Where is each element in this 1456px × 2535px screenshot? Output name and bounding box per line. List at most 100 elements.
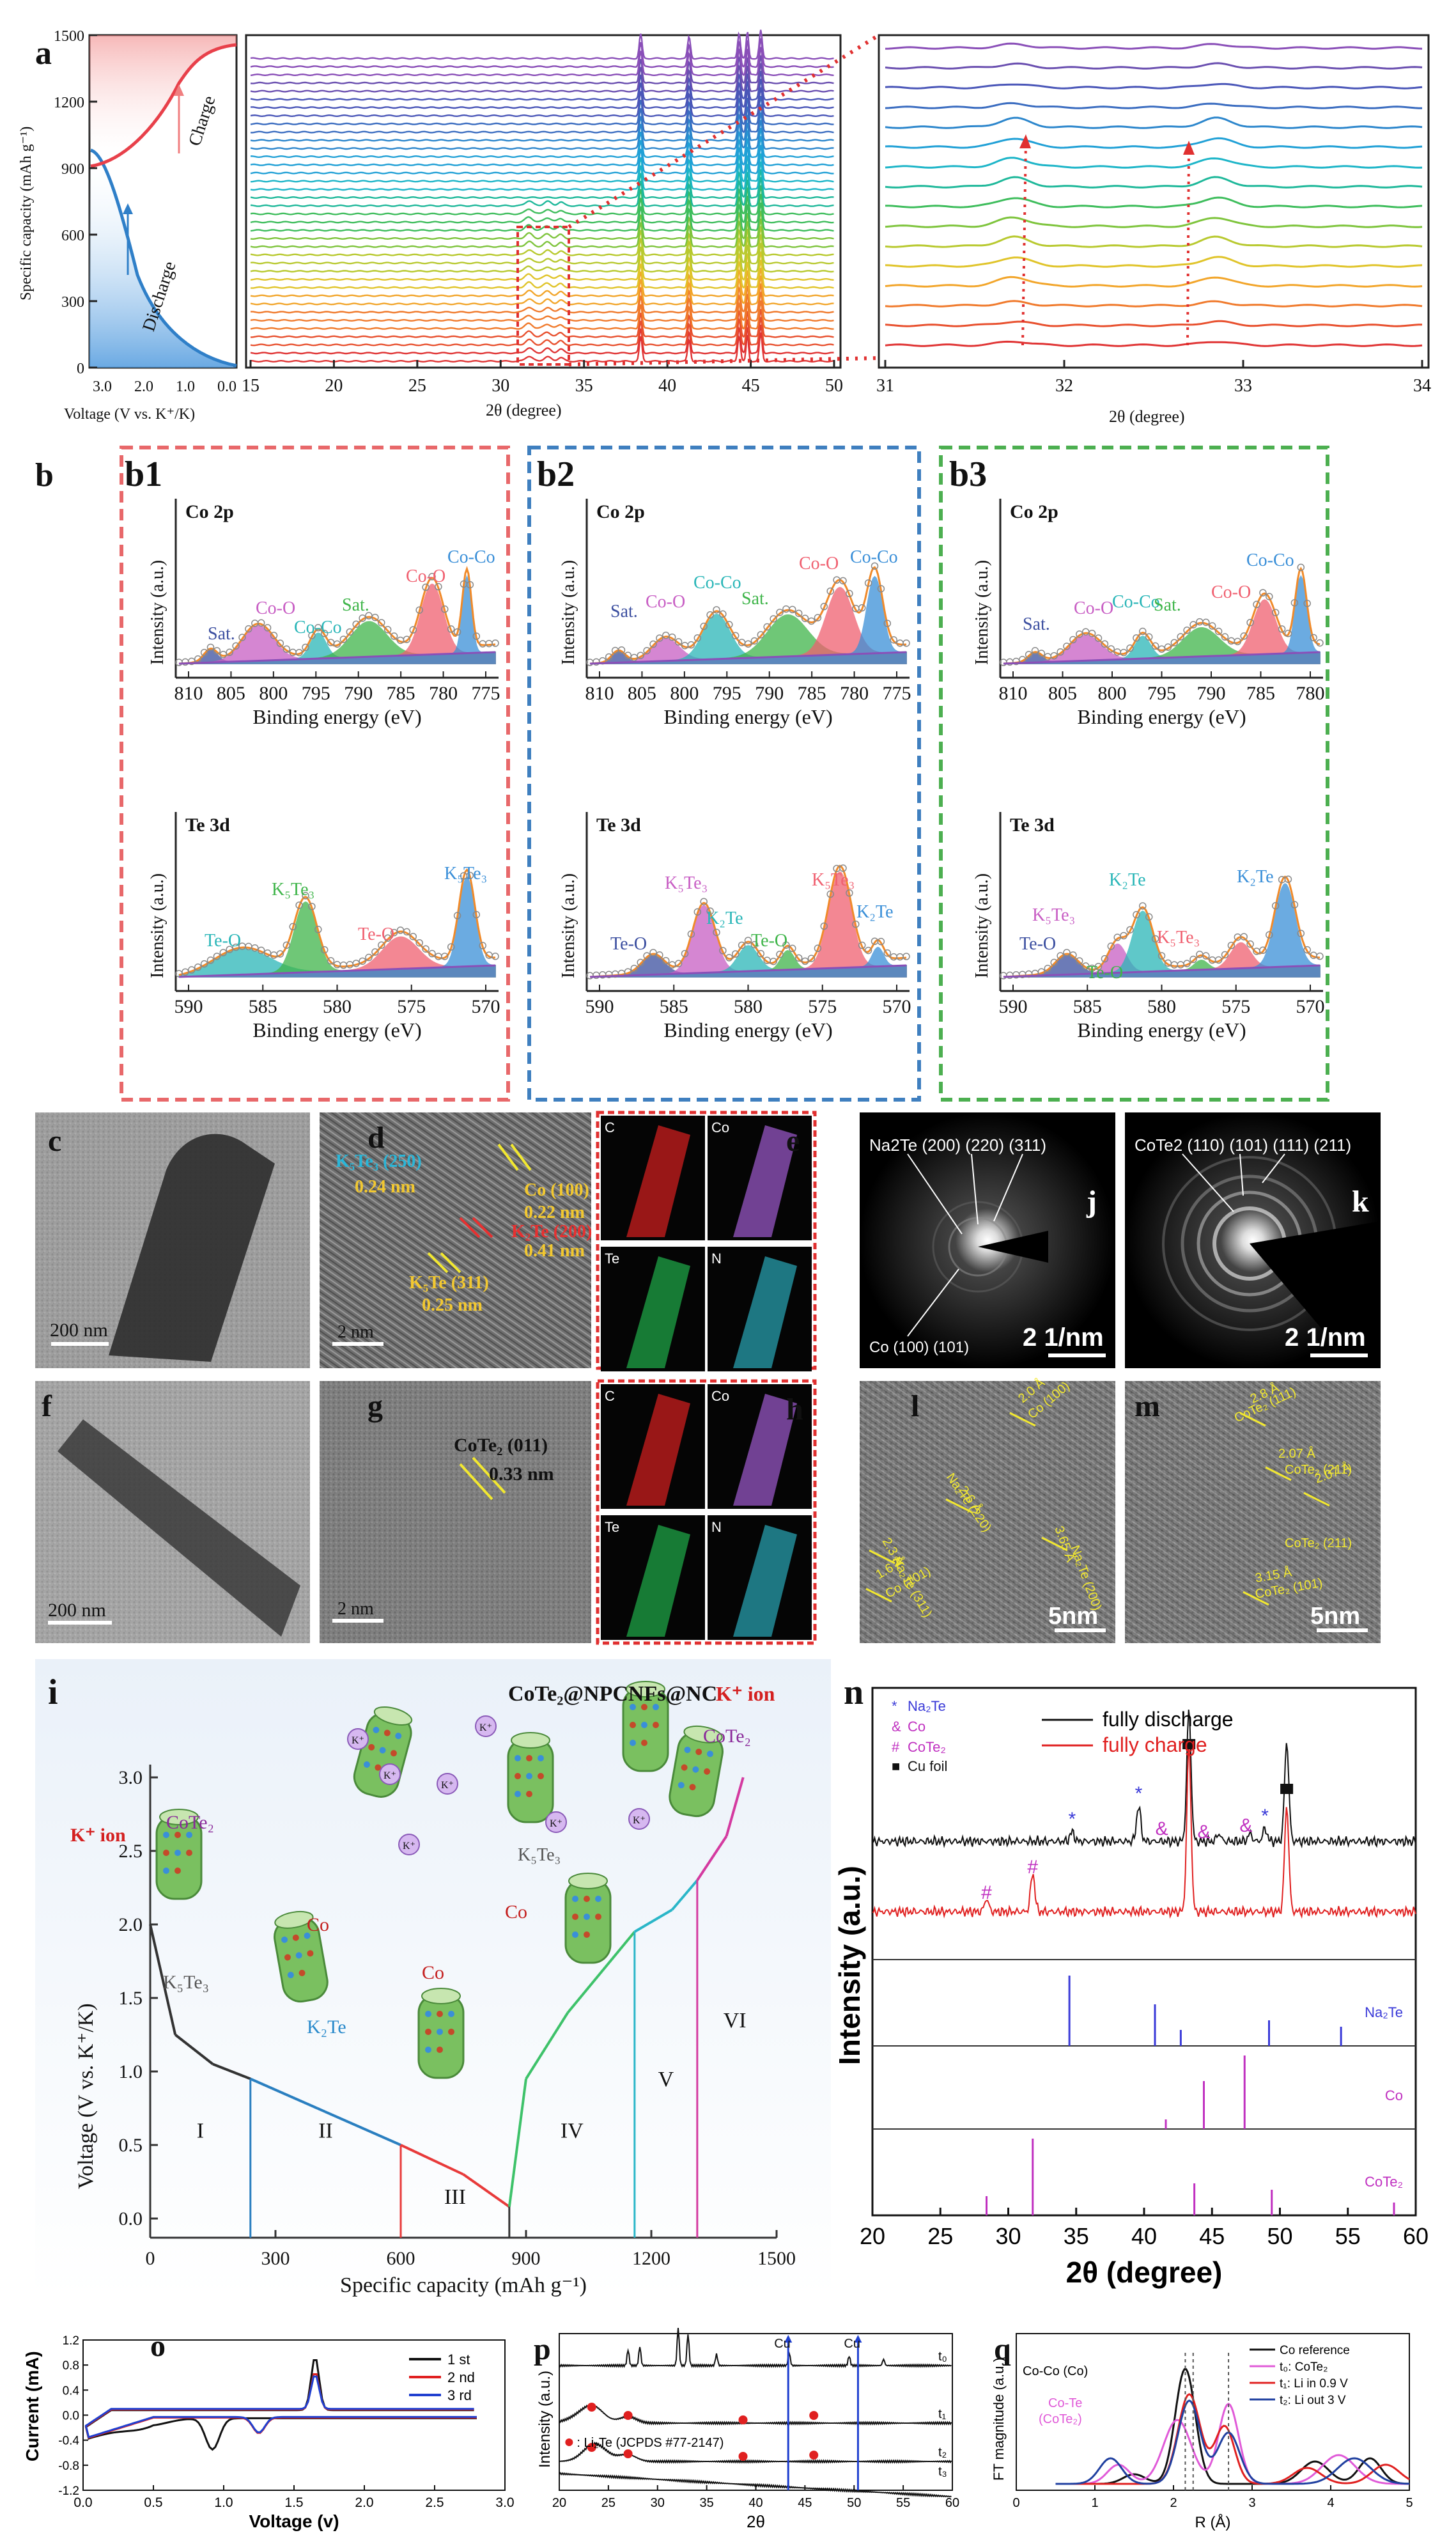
xps-xlabel: Binding energy (eV) — [1077, 1018, 1246, 1041]
a-xrd-trace — [250, 29, 834, 60]
xps-data-point — [466, 871, 474, 880]
i-nanotube — [564, 1873, 612, 1964]
lattice-line — [1041, 1536, 1068, 1552]
xps-data-point — [213, 647, 221, 655]
xps-data-point — [1259, 589, 1267, 597]
xps-peak-label: Sat. — [1023, 614, 1050, 634]
i-nanotube — [669, 1725, 724, 1818]
xps-envelope — [589, 864, 907, 978]
eds-map-label: Co — [711, 1119, 729, 1135]
xps-data-point — [617, 646, 626, 654]
xps-data-point — [807, 955, 816, 962]
xps-data-point — [725, 621, 733, 628]
i-tube-particle — [630, 1722, 636, 1728]
xps-data-point — [1145, 633, 1153, 641]
xps-data-point — [283, 645, 291, 653]
a-xrd-trace — [250, 283, 834, 314]
xps-title: Co 2p — [185, 501, 234, 522]
i-tube-particle — [678, 1782, 685, 1789]
xps-peak-label: Co-O — [256, 598, 295, 618]
i-tube-particle — [395, 1733, 402, 1740]
i-tube-particle — [390, 1750, 397, 1757]
p-li2te-dot — [587, 2403, 596, 2412]
n-legend-symbol: & — [892, 1719, 901, 1735]
xps-data-point — [1214, 956, 1223, 964]
panel-label-d: d — [368, 1121, 385, 1155]
xps-data-point — [302, 892, 309, 900]
xps-data-point — [333, 640, 341, 648]
i-tube-end — [568, 1873, 608, 1889]
xps-tick-label: 795 — [302, 683, 330, 704]
a-zoom-box — [516, 226, 570, 366]
i-charge-segment — [696, 1835, 728, 1882]
i-tube-particle — [641, 1740, 647, 1746]
xps-data-point — [226, 648, 233, 657]
xps-plot-b3: Te 3d Intensity (a.u.) 590 585 580 575 570 Bind… — [972, 812, 1325, 1041]
q-trace — [1055, 2399, 1409, 2485]
xps-title: Te 3d — [596, 815, 641, 836]
panel-label-o: o — [150, 2329, 166, 2363]
a-xrd-trace — [250, 47, 834, 77]
o-legend-label: 2 nd — [447, 2369, 475, 2385]
a-xrd-trace — [250, 308, 834, 338]
lattice-line — [865, 1587, 892, 1603]
d-lattice-label: K₅Te (311) — [409, 1273, 489, 1293]
xps-peak-label: Sat. — [208, 624, 235, 644]
xps-data-point — [630, 653, 639, 662]
xps-xlabel: Binding energy (eV) — [663, 1018, 832, 1041]
p-ylabel: Intensity (a.u.) — [536, 2371, 554, 2468]
xps-data-point — [295, 901, 303, 909]
xps-data-point — [270, 632, 278, 639]
a-charge-arrowhead — [174, 84, 184, 96]
lattice-line — [1239, 1412, 1266, 1427]
a-zoom-trace — [885, 340, 1423, 347]
a-zoom-traces — [885, 42, 1423, 347]
xps-data-point — [479, 942, 486, 949]
xps-data-point — [776, 609, 784, 616]
q-frame — [1016, 2333, 1410, 2491]
i-co-label-3: Co — [422, 1962, 444, 1983]
i-tube-particle — [706, 1751, 713, 1758]
xps-peak-label: Te-O — [1019, 934, 1056, 954]
a-discharge-fill — [89, 150, 236, 368]
xps-data-point — [776, 950, 784, 958]
xps-data-point — [1227, 942, 1235, 949]
o-xtick-label: 0.0 — [74, 2495, 92, 2510]
i-ytick-label: 0.0 — [119, 2208, 143, 2229]
a-xrd-trace — [250, 128, 834, 159]
a-xrd-trace — [251, 153, 834, 183]
d-lattice-label: Co (100) — [524, 1180, 589, 1200]
i-tube-particle — [363, 1761, 370, 1768]
xps-data-point — [219, 949, 228, 956]
o-ylabel: Current (mA) — [22, 2351, 42, 2461]
n-peak-marker: * — [1135, 1783, 1143, 1804]
lattice-line — [945, 1498, 972, 1513]
panel-label-e: e — [786, 1124, 800, 1158]
xps-peak-label: Co-Co — [294, 618, 342, 637]
xps-data-point — [428, 949, 436, 958]
xps-data-point — [826, 587, 834, 595]
a-xrd-trace — [250, 87, 834, 118]
i-kion-sphere — [545, 1811, 567, 1833]
p-li2te-dot — [738, 2452, 748, 2461]
xps-data-point — [206, 956, 215, 964]
xps-data-point — [447, 943, 455, 951]
xps-data-point — [1101, 640, 1109, 648]
i-nanotube — [507, 1732, 554, 1823]
q-xlabel: R (Å) — [1195, 2513, 1231, 2531]
xps-data-point — [441, 605, 449, 613]
xps-data-point — [276, 639, 284, 647]
p-li2te-dot — [623, 2449, 633, 2458]
i-tube-particle — [304, 1932, 311, 1939]
xps-tick-label: 785 — [387, 683, 415, 704]
n-tick-label: 20 — [860, 2223, 885, 2249]
n-tick-label: 60 — [1403, 2223, 1429, 2249]
i-tube-particle — [437, 2047, 443, 2053]
xps-data-point — [794, 954, 803, 962]
a-xrd-trace — [251, 176, 834, 207]
xps-tick-label: 590 — [999, 996, 1028, 1017]
xps-data-point — [1189, 955, 1197, 963]
i-cote2-left: CoTe₂ — [166, 1812, 214, 1833]
panel-label-c: c — [48, 1124, 61, 1158]
